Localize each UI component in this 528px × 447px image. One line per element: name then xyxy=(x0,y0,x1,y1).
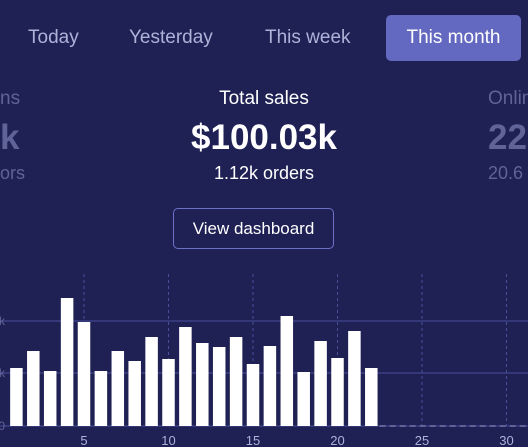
y-axis-ticks: k k 0 xyxy=(0,314,6,433)
tab-yesterday[interactable]: Yesterday xyxy=(129,27,213,48)
stat-left-label: ns xyxy=(0,88,21,109)
bar-day-16[interactable] xyxy=(263,346,277,426)
bar-day-15[interactable] xyxy=(246,364,260,426)
bar-day-8[interactable] xyxy=(128,361,141,426)
bar-day-5[interactable] xyxy=(77,322,91,426)
y-tick-label: k xyxy=(0,314,6,328)
total-sales-orders: 1.12k orders xyxy=(213,163,315,183)
bar-day-9[interactable] xyxy=(145,337,158,426)
bar-day-21[interactable] xyxy=(348,331,361,426)
total-sales-value: $100.03k xyxy=(191,118,337,157)
stat-right-label: Onlin xyxy=(488,88,528,109)
y-tick-label: 0 xyxy=(0,419,5,433)
stat-right: Onlin 22 20.6 xyxy=(488,88,528,184)
tab-today[interactable]: Today xyxy=(28,27,79,48)
stat-left: ns k ors xyxy=(0,88,25,184)
bar-day-12[interactable] xyxy=(196,343,209,426)
bar-day-22[interactable] xyxy=(365,368,378,426)
view-dashboard-button[interactable]: View dashboard xyxy=(173,208,334,249)
stat-right-sub: 20.6 xyxy=(488,163,524,183)
total-sales-label: Total sales xyxy=(219,88,309,109)
date-range-tabs: Today Yesterday This week This month xyxy=(0,15,528,61)
bar-day-2[interactable] xyxy=(27,351,40,426)
bar-day-17[interactable] xyxy=(280,316,294,426)
chart-bars xyxy=(10,298,378,426)
y-tick-label: k xyxy=(0,366,6,380)
x-tick-label: 25 xyxy=(415,433,429,447)
bar-day-1[interactable] xyxy=(10,368,23,426)
sales-bar-chart: 5 10 15 20 25 30 k k 0 xyxy=(0,274,528,447)
bar-day-18[interactable] xyxy=(297,372,310,426)
stat-left-value: k xyxy=(0,118,20,157)
bar-day-3[interactable] xyxy=(43,371,57,426)
x-tick-label: 15 xyxy=(246,433,260,447)
bar-day-4[interactable] xyxy=(60,298,74,426)
bar-day-14[interactable] xyxy=(229,337,243,426)
x-tick-label: 20 xyxy=(330,433,344,447)
stat-right-value: 22 xyxy=(488,118,527,157)
bar-day-20[interactable] xyxy=(331,358,344,426)
bar-day-13[interactable] xyxy=(212,347,226,426)
x-tick-label: 30 xyxy=(499,433,513,447)
stat-total-sales: Total sales $100.03k 1.12k orders xyxy=(191,88,337,184)
bar-day-10[interactable] xyxy=(162,359,175,426)
bar-day-6[interactable] xyxy=(94,371,108,426)
tab-this-month[interactable]: This month xyxy=(386,15,521,61)
x-tick-label: 10 xyxy=(161,433,175,447)
x-tick-label: 5 xyxy=(80,433,87,447)
bar-day-11[interactable] xyxy=(179,327,192,426)
bar-day-7[interactable] xyxy=(111,351,125,426)
bar-day-19[interactable] xyxy=(314,341,327,426)
x-axis-ticks: 5 10 15 20 25 30 xyxy=(80,433,513,447)
stat-left-sub: ors xyxy=(0,163,26,183)
tab-this-week[interactable]: This week xyxy=(265,27,351,48)
